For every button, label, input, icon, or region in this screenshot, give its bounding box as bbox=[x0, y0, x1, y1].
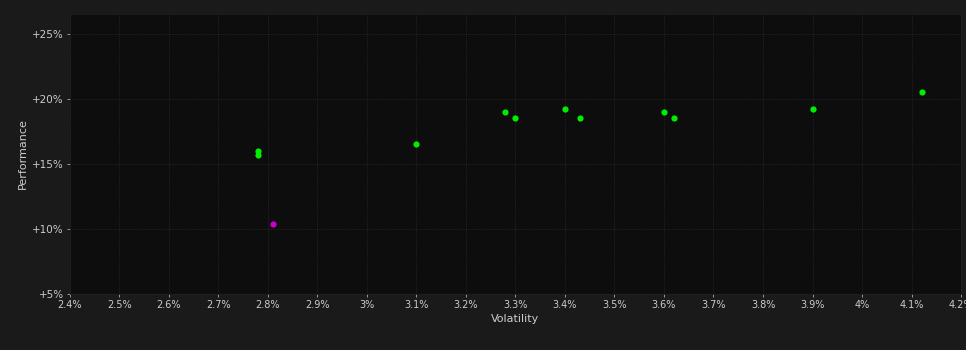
Point bbox=[265, 221, 280, 226]
Y-axis label: Performance: Performance bbox=[18, 119, 28, 189]
Point bbox=[914, 89, 929, 95]
Point bbox=[250, 148, 266, 154]
Point bbox=[572, 116, 587, 121]
Point bbox=[667, 116, 682, 121]
X-axis label: Volatility: Volatility bbox=[492, 314, 539, 324]
Point bbox=[497, 109, 513, 114]
Point bbox=[656, 109, 671, 114]
Point bbox=[557, 106, 573, 112]
Point bbox=[507, 116, 523, 121]
Point bbox=[250, 152, 266, 158]
Point bbox=[805, 106, 820, 112]
Point bbox=[409, 141, 424, 147]
